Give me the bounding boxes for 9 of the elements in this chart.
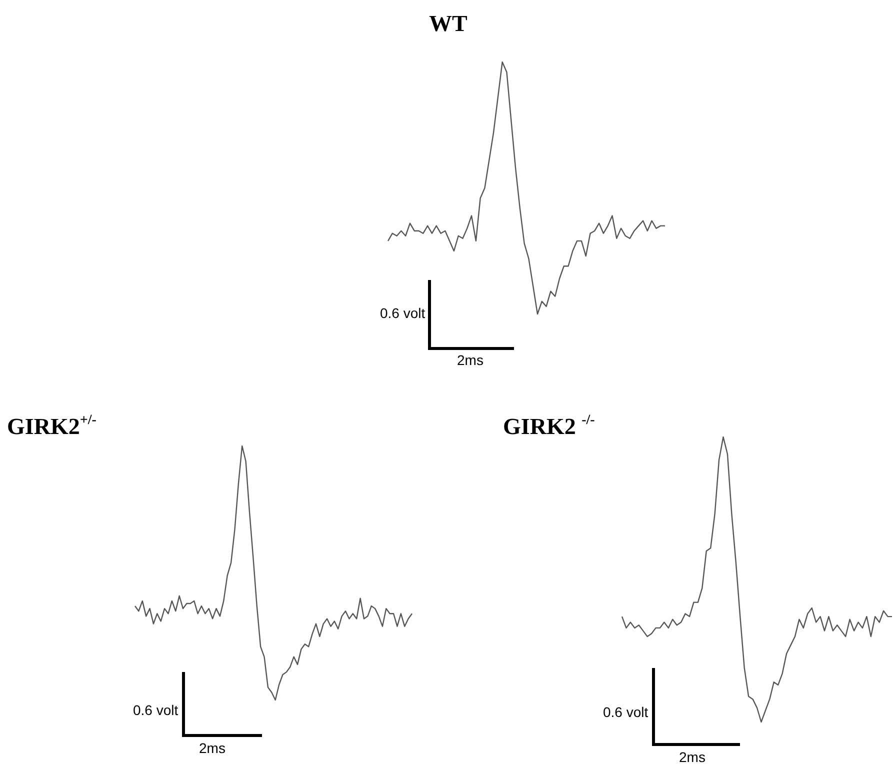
text: 0.6 volt [133,702,178,718]
text: 2ms [457,352,484,368]
chart-title: GIRK2 $^{-/-}$ [503,413,595,439]
text: 2ms [199,740,226,756]
annotation: 0.6 volt [380,305,426,321]
chart-title: WT [429,11,468,36]
chart-title: GIRK2$^{+/-}$ [7,413,96,439]
annotation: 0.6 volt [603,704,648,720]
text: 2ms [679,749,706,765]
